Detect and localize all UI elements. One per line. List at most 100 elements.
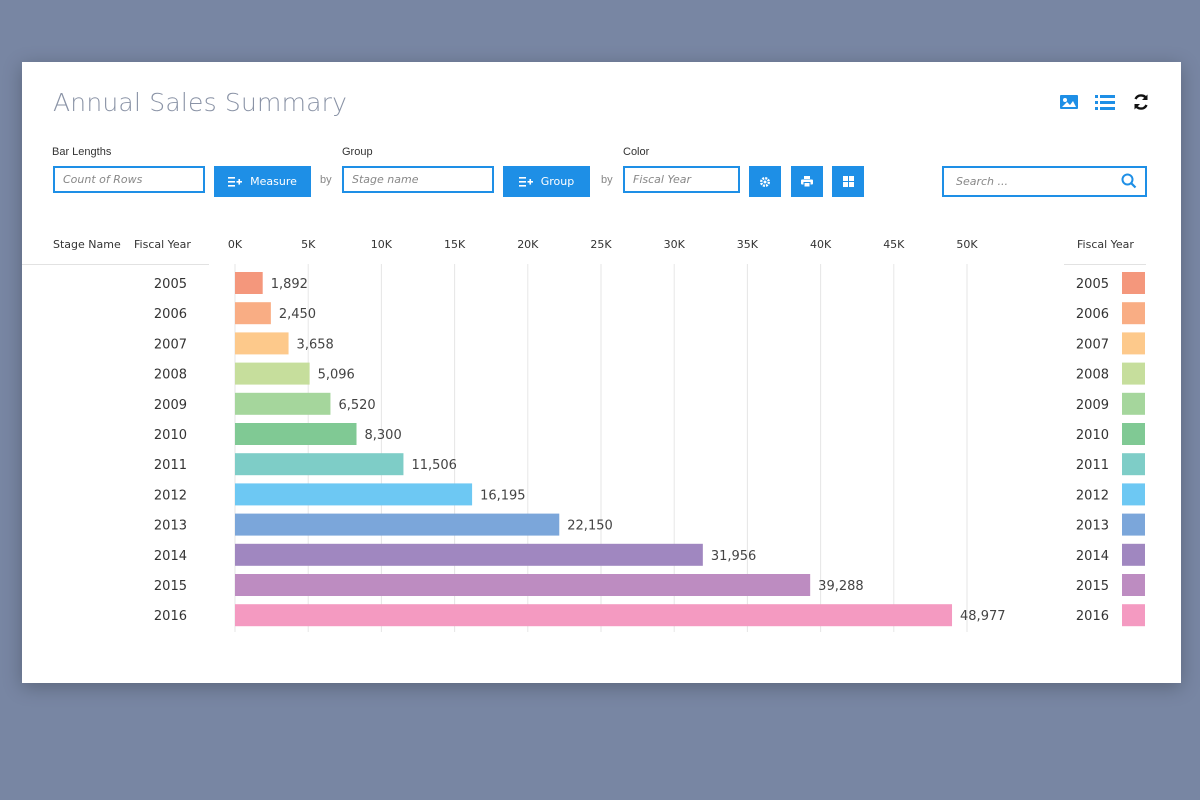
fiscal-year-label: 2008: [154, 368, 187, 383]
left-header-divider: [22, 264, 209, 265]
fiscal-year-header[interactable]: Fiscal Year: [134, 238, 191, 251]
fiscal-year-label: 2014: [154, 549, 187, 564]
x-tick-label: 10K: [371, 238, 393, 251]
fiscal-year-label: 2010: [154, 428, 187, 443]
color-label: Color: [623, 146, 650, 158]
legend-label: 2005: [1076, 277, 1109, 292]
legend-header: Fiscal Year: [1077, 238, 1134, 251]
print-button[interactable]: [791, 166, 823, 197]
legend-swatch: [1122, 483, 1145, 506]
bar-value-label: 22,150: [567, 519, 613, 534]
refresh-icon[interactable]: [1131, 92, 1151, 112]
bar: [235, 543, 703, 566]
fiscal-year-label: 2005: [154, 277, 187, 292]
bar-value-label: 3,658: [297, 337, 334, 352]
by-label: by: [320, 174, 332, 186]
by-label: by: [601, 174, 613, 186]
legend-swatch: [1122, 362, 1145, 385]
legend-swatch: [1122, 392, 1145, 415]
fiscal-year-label: 2012: [154, 488, 187, 503]
group-label: Group: [342, 146, 373, 158]
legend-label: 2014: [1076, 549, 1109, 564]
bar: [235, 574, 811, 596]
bar: [235, 453, 404, 476]
legend-swatch: [1122, 423, 1145, 445]
bar-value-label: 8,300: [365, 428, 402, 443]
legend-label: 2010: [1076, 428, 1109, 443]
bar: [235, 362, 310, 385]
fiscal-year-label: 2013: [154, 519, 187, 534]
add-list-icon: [228, 176, 243, 187]
bar-value-label: 11,506: [411, 458, 457, 473]
legend-label: 2007: [1076, 337, 1109, 352]
list-icon[interactable]: [1095, 92, 1115, 112]
bar-value-label: 39,288: [818, 579, 864, 594]
top-toolbar: [1059, 92, 1151, 112]
image-icon[interactable]: [1059, 92, 1079, 112]
fiscal-year-label: 2007: [154, 337, 187, 352]
x-tick-label: 35K: [737, 238, 759, 251]
x-tick-label: 5K: [301, 238, 316, 251]
legend-swatch: [1122, 513, 1145, 536]
bar-value-label: 2,450: [279, 307, 316, 322]
bar: [235, 513, 560, 536]
main-card: Annual Sales Summary Bar Lengths Count o…: [22, 62, 1181, 683]
measure-button-label: Measure: [250, 175, 297, 188]
bar-value-label: 16,195: [480, 488, 526, 503]
x-tick-label: 25K: [590, 238, 612, 251]
bar: [235, 302, 271, 325]
print-icon: [801, 176, 813, 187]
fiscal-year-label: 2011: [154, 458, 187, 473]
page-title: Annual Sales Summary: [53, 88, 348, 117]
legend-swatch: [1122, 332, 1145, 355]
legend-label: 2016: [1076, 609, 1109, 624]
windows-button[interactable]: [832, 166, 864, 197]
legend-header-divider: [1064, 264, 1146, 265]
legend-swatch: [1122, 453, 1145, 476]
measure-button[interactable]: Measure: [214, 166, 311, 197]
search-placeholder: Search ...: [956, 175, 1009, 188]
bar-value-label: 5,096: [318, 368, 355, 383]
color-input[interactable]: Fiscal Year: [623, 166, 740, 193]
bar: [235, 604, 953, 627]
settings-button[interactable]: [749, 166, 781, 197]
bar-lengths-label: Bar Lengths: [52, 146, 112, 158]
legend-label: 2013: [1076, 519, 1109, 534]
legend-swatch: [1122, 302, 1145, 325]
x-tick-label: 50K: [956, 238, 978, 251]
legend-label: 2008: [1076, 368, 1109, 383]
windows-icon: [842, 176, 854, 187]
group-button-label: Group: [540, 175, 575, 188]
bar: [235, 272, 263, 294]
fiscal-year-label: 2015: [154, 579, 187, 594]
legend-swatch: [1122, 574, 1145, 596]
bar: [235, 332, 289, 355]
bar: [235, 483, 473, 506]
legend-label: 2011: [1076, 458, 1109, 473]
stage-name-header[interactable]: Stage Name: [53, 238, 121, 251]
legend-label: 2009: [1076, 398, 1109, 413]
x-tick-label: 45K: [883, 238, 905, 251]
add-list-icon: [518, 176, 533, 187]
fiscal-year-label: 2016: [154, 609, 187, 624]
legend-label: 2012: [1076, 488, 1109, 503]
search-icon[interactable]: [1121, 173, 1137, 189]
legend-swatch: [1122, 604, 1145, 627]
gear-icon: [760, 176, 770, 187]
search-input[interactable]: Search ...: [942, 166, 1147, 197]
x-tick-label: 30K: [664, 238, 686, 251]
bar-lengths-input[interactable]: Count of Rows: [53, 166, 205, 193]
fiscal-year-label: 2009: [154, 398, 187, 413]
group-button[interactable]: Group: [503, 166, 590, 197]
legend-label: 2006: [1076, 307, 1109, 322]
bar: [235, 423, 357, 445]
legend-swatch: [1122, 272, 1145, 294]
bar-value-label: 1,892: [271, 277, 308, 292]
bar-value-label: 6,520: [338, 398, 375, 413]
bar: [235, 392, 331, 415]
x-tick-label: 0K: [228, 238, 243, 251]
x-tick-label: 40K: [810, 238, 832, 251]
legend-label: 2015: [1076, 579, 1109, 594]
bar-chart: 0K 5K 10K 15K 20K 25K 30K 35K 40K 45K 50K 2005 1,892…: [154, 238, 1145, 632]
group-input[interactable]: Stage name: [342, 166, 494, 193]
